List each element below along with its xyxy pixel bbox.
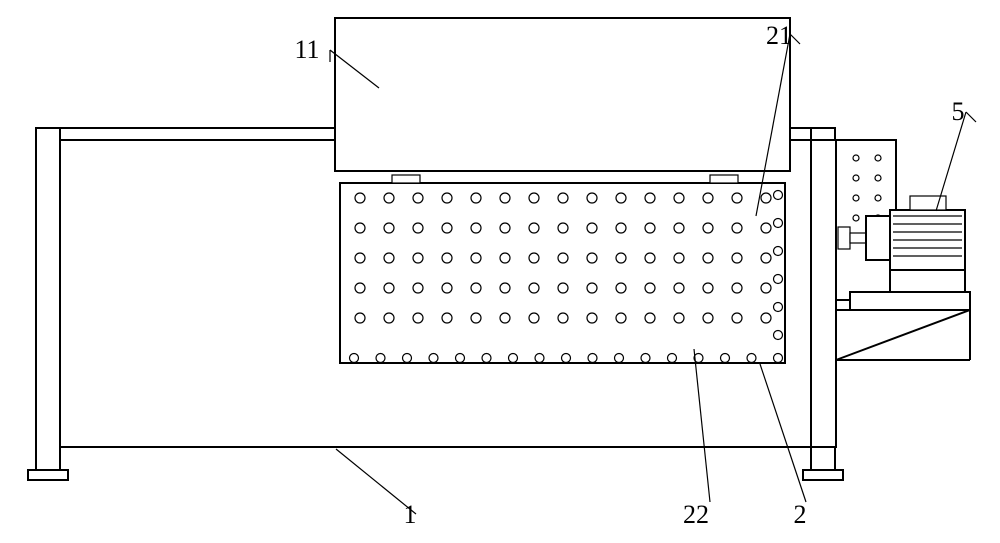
motor-endcap [866, 216, 890, 260]
motor-terminal-box [910, 196, 946, 210]
label-21: 21 [766, 21, 792, 50]
upper-box [335, 18, 790, 171]
label-11: 11 [294, 35, 319, 64]
label-1: 1 [404, 500, 417, 529]
motor-foot [890, 270, 965, 292]
left-foot [28, 470, 68, 480]
perforated-panel [340, 183, 785, 363]
right-foot [803, 470, 843, 480]
motor-coupling [838, 227, 850, 249]
engineering-diagram: 112151222 [0, 0, 1000, 543]
motor-base-slab [850, 292, 970, 310]
motor-shaft [850, 233, 866, 243]
left-post [36, 128, 60, 470]
hinge [710, 175, 738, 183]
label-22: 22 [683, 500, 709, 529]
label-2: 2 [794, 500, 807, 529]
label-5: 5 [952, 97, 965, 126]
hinge [392, 175, 420, 183]
